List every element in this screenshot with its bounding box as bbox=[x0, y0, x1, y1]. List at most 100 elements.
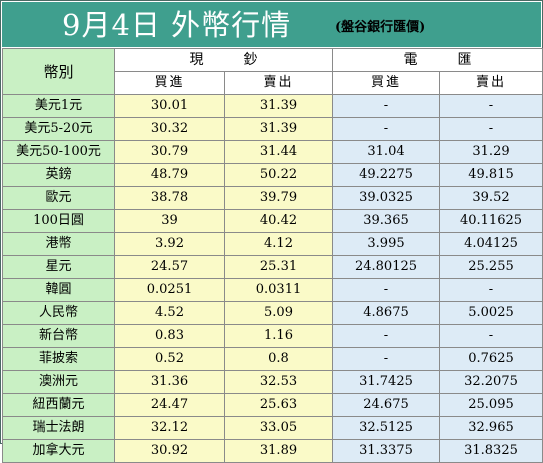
tt-sell-cell: 32.2075 bbox=[439, 370, 543, 394]
cash-sell-cell: 33.05 bbox=[224, 416, 333, 440]
tt-buy-cell: - bbox=[332, 324, 440, 348]
cash-sell-cell: 0.0311 bbox=[224, 278, 333, 302]
currency-name: 英鎊 bbox=[2, 163, 115, 187]
cash-buy-cell: 30.92 bbox=[114, 439, 225, 463]
currency-name: 澳洲元 bbox=[2, 370, 115, 394]
table-row: 新台幣 0.83 1.16- - bbox=[2, 324, 543, 348]
rates-table: 幣別 現鈔 電匯 買進 賣出 買進 賣出 美元1元 30.01 31.39- - 美元5… bbox=[2, 48, 543, 463]
table-row: 美元5-20元 30.32 31.39- - bbox=[2, 117, 543, 141]
tt-buy-cell: 24.675 bbox=[332, 393, 440, 417]
table-row: 100日圓 39 40.42 39.365 40.11625 bbox=[2, 209, 543, 233]
cash-buy-cell: 0.0251 bbox=[114, 278, 225, 302]
tt-buy-cell: - bbox=[332, 278, 440, 302]
cash-buy-cell: 0.83 bbox=[114, 324, 225, 348]
tt-sell-cell: 4.04125 bbox=[439, 232, 543, 256]
tt-sell-cell: 25.095 bbox=[439, 393, 543, 417]
tt-buy-cell: - bbox=[332, 117, 440, 141]
table-row: 紐西蘭元 24.47 25.63 24.675 25.095 bbox=[2, 393, 543, 417]
cash-buy-cell: 38.78 bbox=[114, 186, 225, 210]
table-row: 加拿大元 30.92 31.89 31.3375 31.8325 bbox=[2, 439, 543, 463]
cash-buy-cell: 32.12 bbox=[114, 416, 225, 440]
table-row: 港幣 3.92 4.12 3.995 4.04125 bbox=[2, 232, 543, 256]
cash-sell-cell: 31.89 bbox=[224, 439, 333, 463]
cash-sell-cell: 25.31 bbox=[224, 255, 333, 279]
cash-buy-cell: 3.92 bbox=[114, 232, 225, 256]
table-row: 美元50-100元 30.79 31.44 31.04 31.29 bbox=[2, 140, 543, 164]
tt-sell-cell: 0.7625 bbox=[439, 347, 543, 371]
cash-group-header: 現鈔 bbox=[114, 48, 333, 72]
tt-buy-cell: 39.0325 bbox=[332, 186, 440, 210]
cash-buy-cell: 24.57 bbox=[114, 255, 225, 279]
tt-sell-cell: 25.255 bbox=[439, 255, 543, 279]
source-note: (盤谷銀行匯價) bbox=[335, 20, 426, 35]
tt-buy-cell: 31.7425 bbox=[332, 370, 440, 394]
currency-name: 新台幣 bbox=[2, 324, 115, 348]
tt-sell-cell: 31.8325 bbox=[439, 439, 543, 463]
cash-sell-cell: 32.53 bbox=[224, 370, 333, 394]
currency-name: 歐元 bbox=[2, 186, 115, 210]
cash-sell-cell: 40.42 bbox=[224, 209, 333, 233]
cash-sell-cell: 4.12 bbox=[224, 232, 333, 256]
cash-buy-header: 買進 bbox=[114, 71, 225, 95]
tt-sell-cell: - bbox=[439, 324, 543, 348]
tt-sell-cell: - bbox=[439, 94, 543, 118]
cash-sell-cell: 5.09 bbox=[224, 301, 333, 325]
cash-sell-cell: 31.44 bbox=[224, 140, 333, 164]
tt-buy-cell: 31.04 bbox=[332, 140, 440, 164]
currency-column-header: 幣別 bbox=[2, 48, 115, 95]
table-row: 星元 24.57 25.31 24.80125 25.255 bbox=[2, 255, 543, 279]
cash-sell-cell: 0.8 bbox=[224, 347, 333, 371]
header-row-sub: 買進 賣出 買進 賣出 bbox=[3, 71, 543, 95]
tt-buy-cell: 32.5125 bbox=[332, 416, 440, 440]
cash-buy-cell: 24.47 bbox=[114, 393, 225, 417]
table-row: 韓圓 0.0251 0.0311- - bbox=[2, 278, 543, 302]
cash-buy-cell: 0.52 bbox=[114, 347, 225, 371]
tt-sell-cell: 31.29 bbox=[439, 140, 543, 164]
currency-name: 100日圓 bbox=[2, 209, 115, 233]
table-row: 人民幣 4.52 5.09 4.8675 5.0025 bbox=[2, 301, 543, 325]
table-row: 澳洲元 31.36 32.53 31.7425 32.2075 bbox=[2, 370, 543, 394]
currency-name: 加拿大元 bbox=[2, 439, 115, 463]
cash-buy-cell: 30.32 bbox=[114, 117, 225, 141]
currency-name: 港幣 bbox=[2, 232, 115, 256]
currency-name: 紐西蘭元 bbox=[2, 393, 115, 417]
tt-sell-cell: 40.11625 bbox=[439, 209, 543, 233]
table-row: 美元1元 30.01 31.39- - bbox=[2, 94, 543, 118]
tt-buy-cell: - bbox=[332, 347, 440, 371]
currency-name: 人民幣 bbox=[2, 301, 115, 325]
cash-sell-cell: 1.16 bbox=[224, 324, 333, 348]
tt-buy-cell: 31.3375 bbox=[332, 439, 440, 463]
cash-buy-cell: 30.79 bbox=[114, 140, 225, 164]
title-bar: 9月4日 外幣行情 (盤谷銀行匯價) bbox=[2, 2, 541, 47]
table-row: 菲披索 0.52 0.8-0.7625 bbox=[2, 347, 543, 371]
currency-name: 星元 bbox=[2, 255, 115, 279]
tt-buy-cell: 3.995 bbox=[332, 232, 440, 256]
header-row-groups: 幣別 現鈔 電匯 bbox=[2, 48, 543, 95]
currency-name: 美元1元 bbox=[2, 94, 115, 118]
rates-body: 美元1元 30.01 31.39- - 美元5-20元 30.32 31.39- - 美元50-… bbox=[2, 94, 543, 463]
cash-buy-cell: 39 bbox=[114, 209, 225, 233]
currency-name: 瑞士法朗 bbox=[2, 416, 115, 440]
tt-sell-header: 賣出 bbox=[439, 71, 543, 95]
table-row: 英鎊 48.79 50.22 49.2275 49.815 bbox=[2, 163, 543, 187]
tt-sell-cell: - bbox=[439, 117, 543, 141]
currency-name: 美元50-100元 bbox=[2, 140, 115, 164]
cash-sell-cell: 50.22 bbox=[224, 163, 333, 187]
tt-buy-cell: - bbox=[332, 94, 440, 118]
page-title: 9月4日 外幣行情 bbox=[62, 8, 292, 42]
tt-sell-cell: - bbox=[439, 278, 543, 302]
table-row: 歐元 38.78 39.79 39.0325 39.52 bbox=[2, 186, 543, 210]
tt-sell-cell: 5.0025 bbox=[439, 301, 543, 325]
tt-sell-cell: 49.815 bbox=[439, 163, 543, 187]
tt-buy-cell: 49.2275 bbox=[332, 163, 440, 187]
tt-buy-cell: 4.8675 bbox=[332, 301, 440, 325]
cash-buy-cell: 4.52 bbox=[114, 301, 225, 325]
currency-name: 美元5-20元 bbox=[2, 117, 115, 141]
cash-sell-cell: 31.39 bbox=[224, 117, 333, 141]
tt-group-header: 電匯 bbox=[332, 48, 543, 72]
cash-sell-cell: 31.39 bbox=[224, 94, 333, 118]
tt-buy-cell: 39.365 bbox=[332, 209, 440, 233]
cash-sell-cell: 39.79 bbox=[224, 186, 333, 210]
cash-sell-cell: 25.63 bbox=[224, 393, 333, 417]
